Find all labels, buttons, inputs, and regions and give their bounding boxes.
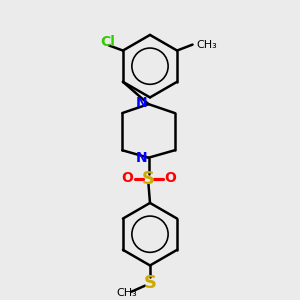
Text: O: O xyxy=(164,171,176,185)
Text: O: O xyxy=(121,171,133,185)
Text: Cl: Cl xyxy=(100,35,115,49)
Text: S: S xyxy=(143,274,157,292)
Text: CH₃: CH₃ xyxy=(117,288,137,298)
Text: N: N xyxy=(136,151,148,165)
Text: S: S xyxy=(142,170,155,188)
Text: N: N xyxy=(136,96,148,110)
Text: CH₃: CH₃ xyxy=(196,40,217,50)
